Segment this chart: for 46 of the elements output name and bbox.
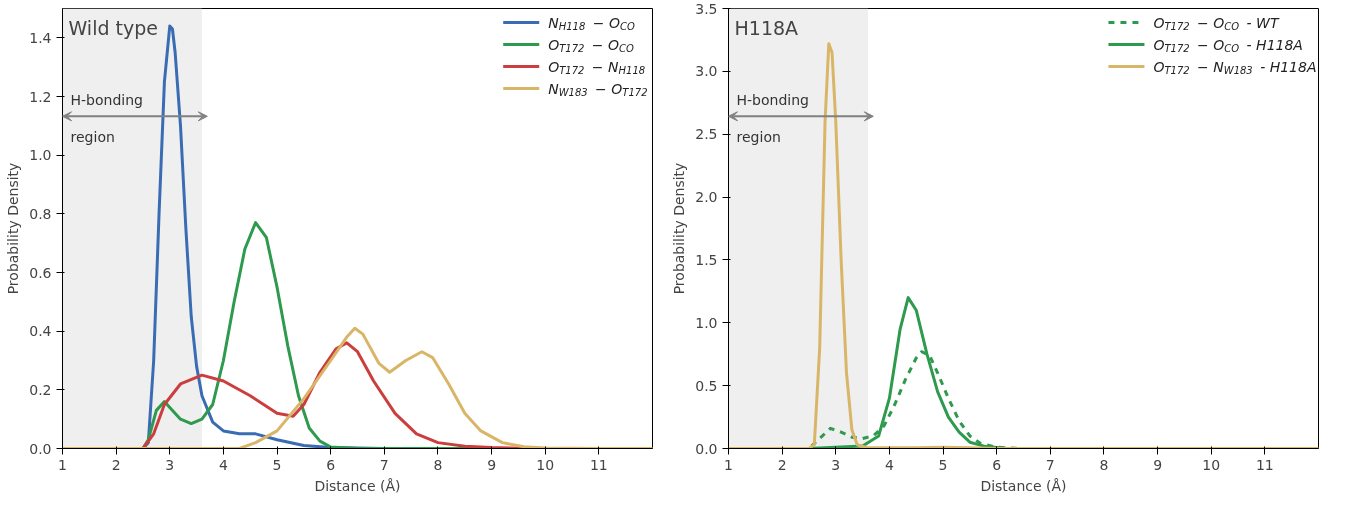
x-tick-label: 3: [165, 456, 175, 473]
y-tick-label: 0.0: [29, 440, 52, 457]
y-tick-label: 1.0: [695, 314, 718, 331]
y-tick-label: 3.0: [695, 63, 718, 80]
y-tick-label: 0.6: [29, 264, 52, 281]
x-axis-title: Distance (Å): [980, 477, 1067, 494]
y-tick-label: 2.0: [695, 189, 718, 206]
y-tick-label: 0.8: [29, 205, 52, 222]
x-tick-label: 7: [379, 456, 389, 473]
x-tick-label: 2: [111, 456, 121, 473]
x-tick-label: 8: [1099, 456, 1109, 473]
x-tick-label: 4: [218, 456, 228, 473]
x-tick-label: 3: [831, 456, 841, 473]
y-tick-label: 0.5: [695, 377, 718, 394]
x-tick-label: 9: [487, 456, 497, 473]
text: Wild type: [68, 16, 158, 39]
x-tick-label: 5: [938, 456, 948, 473]
y-tick-label: 1.2: [29, 88, 52, 105]
y-axis-title: Probability Density: [671, 162, 688, 295]
y-tick-label: 0.4: [29, 323, 52, 340]
x-tick-label: 10: [1202, 456, 1221, 473]
y-tick-label: 0.2: [29, 381, 52, 398]
y-axis-title: Probability Density: [5, 162, 22, 295]
x-tick-label: 1: [724, 456, 733, 473]
x-tick-label: 4: [884, 456, 894, 473]
x-tick-label: 8: [433, 456, 443, 473]
text: H-bonding region: [70, 91, 143, 145]
x-tick-label: 6: [326, 456, 336, 473]
text: H-bonding region: [736, 91, 809, 145]
y-tick-label: 3.5: [695, 0, 718, 17]
x-axis-title: Distance (Å): [314, 477, 401, 494]
chart-title: H118A: [734, 16, 799, 39]
x-tick-label: 1: [58, 456, 67, 473]
x-tick-label: 2: [777, 456, 787, 473]
x-tick-label: 10: [536, 456, 555, 473]
y-tick-label: 2.5: [695, 126, 718, 143]
x-tick-label: 5: [272, 456, 282, 473]
y-tick-label: 1.5: [695, 251, 718, 268]
y-tick-label: 1.0: [29, 147, 52, 164]
x-tick-label: 6: [992, 456, 1002, 473]
y-tick-label: 1.4: [29, 29, 52, 46]
x-tick-label: 7: [1045, 456, 1055, 473]
x-tick-label: 11: [1255, 456, 1274, 473]
x-tick-label: 11: [589, 456, 608, 473]
y-tick-label: 0.0: [695, 440, 718, 457]
x-tick-label: 9: [1153, 456, 1163, 473]
